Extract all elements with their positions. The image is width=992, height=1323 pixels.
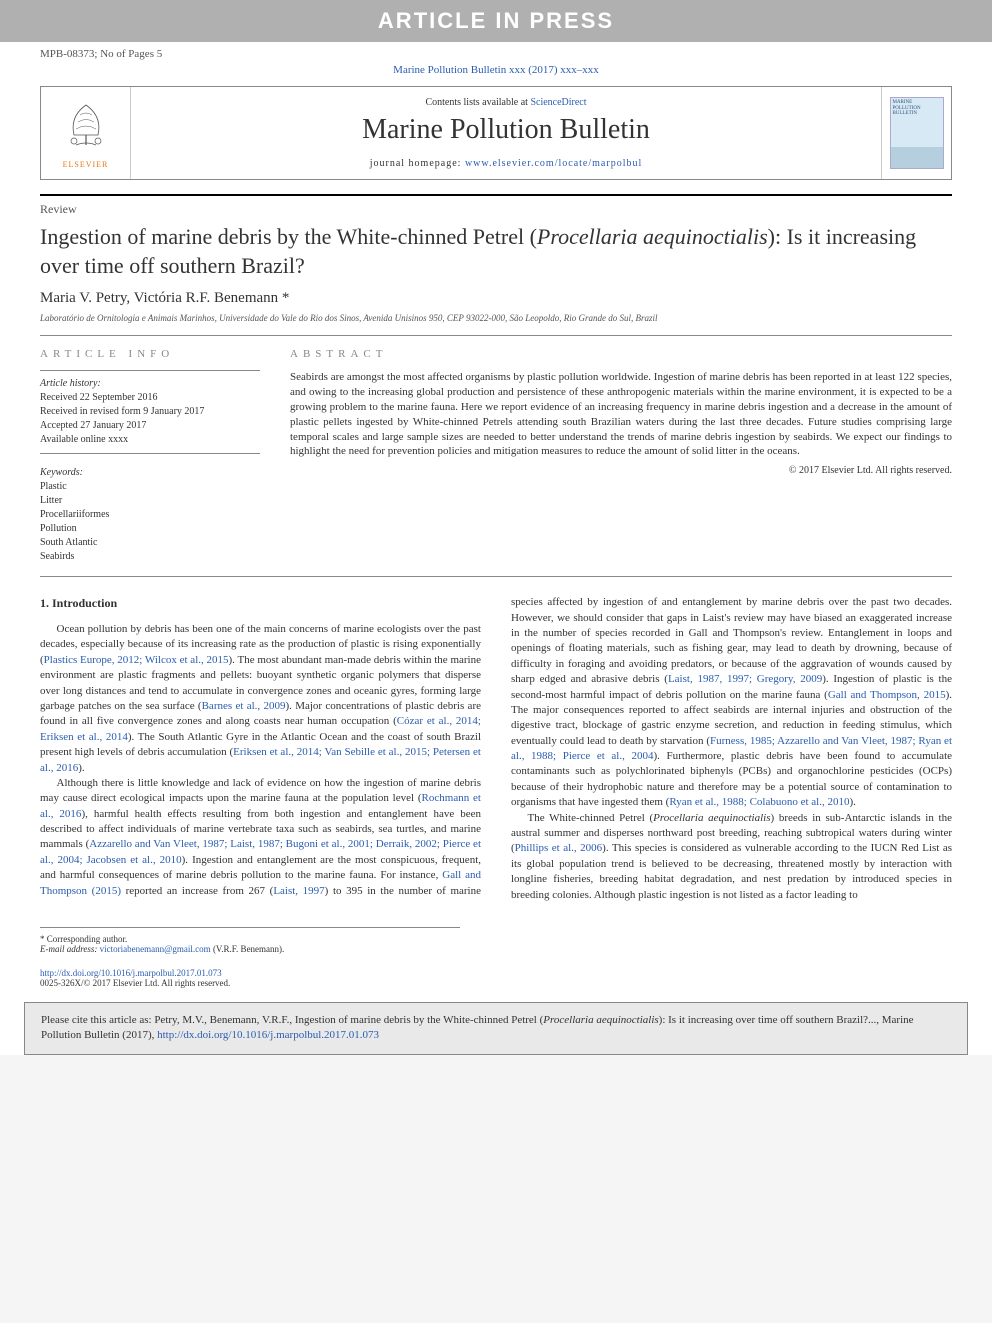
body-paragraph: The White-chinned Petrel (Procellaria ae…	[511, 811, 952, 903]
abstract-text: Seabirds are amongst the most affected o…	[290, 370, 952, 459]
journal-center: Contents lists available at ScienceDirec…	[131, 87, 881, 179]
journal-homepage: journal homepage: www.elsevier.com/locat…	[141, 158, 871, 169]
title-species: Procellaria aequinoctialis	[537, 224, 768, 249]
issn-line: 0025-326X/© 2017 Elsevier Ltd. All right…	[40, 978, 952, 988]
info-abstract-row: article info Article history: Received 2…	[0, 336, 992, 564]
contents-line: Contents lists available at ScienceDirec…	[141, 97, 871, 108]
citation-pre: Please cite this article as: Petry, M.V.…	[41, 1014, 543, 1026]
keyword-item: Plastic	[40, 480, 260, 494]
body-text: The White-chinned Petrel (	[528, 812, 654, 824]
keyword-item: South Atlantic	[40, 536, 260, 550]
article-info-column: article info Article history: Received 2…	[40, 348, 260, 564]
page-container: ARTICLE IN PRESS MPB-08373; No of Pages …	[0, 0, 992, 1055]
keyword-item: Pollution	[40, 522, 260, 536]
history-accepted: Accepted 27 January 2017	[40, 419, 260, 433]
journal-ref-link[interactable]: Marine Pollution Bulletin xxx (2017) xxx…	[393, 64, 599, 76]
journal-cover: MARINE POLLUTION BULLETIN	[881, 87, 951, 179]
body-text: ).	[849, 796, 855, 808]
body-text: Although there is little knowledge and l…	[40, 777, 481, 804]
title-divider	[40, 194, 952, 196]
citation-link[interactable]: Plastics Europe, 2012; Wilcox et al., 20…	[44, 654, 229, 666]
footnote-block: * Corresponding author. E-mail address: …	[40, 927, 460, 954]
info-rule-1	[40, 370, 260, 371]
article-title: Ingestion of marine debris by the White-…	[0, 217, 992, 290]
email-label: E-mail address:	[40, 944, 100, 954]
body-text: ).	[78, 762, 84, 774]
species-name: Procellaria aequinoctialis	[653, 812, 770, 824]
history-revised: Received in revised form 9 January 2017	[40, 405, 260, 419]
cover-thumbnail: MARINE POLLUTION BULLETIN	[890, 97, 944, 169]
doi-block: http://dx.doi.org/10.1016/j.marpolbul.20…	[0, 954, 992, 992]
homepage-label: journal homepage:	[370, 158, 465, 169]
journal-title: Marine Pollution Bulletin	[141, 114, 871, 146]
keyword-item: Procellariiformes	[40, 508, 260, 522]
manuscript-id: MPB-08373; No of Pages 5	[40, 48, 162, 60]
abstract-copyright: © 2017 Elsevier Ltd. All rights reserved…	[290, 465, 952, 476]
journal-reference: Marine Pollution Bulletin xxx (2017) xxx…	[0, 64, 992, 76]
citation-link[interactable]: Gall and Thompson, 2015	[828, 689, 946, 701]
keywords-block: Keywords: Plastic Litter Procellariiform…	[40, 466, 260, 564]
citation-link[interactable]: Laist, 1997	[273, 885, 324, 897]
history-online: Available online xxxx	[40, 433, 260, 447]
citation-link[interactable]: Laist, 1987, 1997; Gregory, 2009	[668, 673, 822, 685]
body-paragraph: Ocean pollution by debris has been one o…	[40, 622, 481, 776]
citation-species: Procellaria aequinoctialis	[543, 1014, 658, 1026]
sciencedirect-link[interactable]: ScienceDirect	[530, 97, 586, 108]
publisher-logo: ELSEVIER	[41, 87, 131, 179]
citation-doi-link[interactable]: http://dx.doi.org/10.1016/j.marpolbul.20…	[157, 1029, 379, 1041]
info-rule-2	[40, 453, 260, 454]
body-text: reported an increase from 267 (	[126, 885, 274, 897]
doi-link[interactable]: http://dx.doi.org/10.1016/j.marpolbul.20…	[40, 968, 222, 978]
homepage-link[interactable]: www.elsevier.com/locate/marpolbul	[465, 158, 642, 169]
email-link[interactable]: victoriabenemann@gmail.com	[100, 944, 211, 954]
corresponding-author: * Corresponding author.	[40, 934, 460, 944]
publisher-name: ELSEVIER	[63, 160, 109, 169]
contents-text: Contents lists available at	[425, 97, 530, 108]
abstract-heading: abstract	[290, 348, 952, 360]
history-received: Received 22 September 2016	[40, 391, 260, 405]
citation-link[interactable]: Ryan et al., 1988; Colabuono et al., 201…	[669, 796, 849, 808]
article-in-press-banner: ARTICLE IN PRESS	[0, 0, 992, 42]
intro-heading: 1. Introduction	[40, 595, 481, 612]
elsevier-tree-icon	[56, 97, 116, 157]
info-heading: article info	[40, 348, 260, 360]
citation-link[interactable]: Barnes et al., 2009	[202, 700, 286, 712]
abstract-column: abstract Seabirds are amongst the most a…	[290, 348, 952, 564]
journal-header-box: ELSEVIER Contents lists available at Sci…	[40, 86, 952, 180]
article-history: Article history: Received 22 September 2…	[40, 377, 260, 447]
keyword-item: Seabirds	[40, 550, 260, 564]
email-line: E-mail address: victoriabenemann@gmail.c…	[40, 944, 460, 954]
citation-box: Please cite this article as: Petry, M.V.…	[24, 1002, 968, 1055]
keyword-item: Litter	[40, 494, 260, 508]
header-row: MPB-08373; No of Pages 5	[0, 42, 992, 60]
title-pre: Ingestion of marine debris by the White-…	[40, 224, 537, 249]
email-post: (V.R.F. Benemann).	[211, 944, 285, 954]
history-label: Article history:	[40, 377, 260, 391]
keywords-label: Keywords:	[40, 466, 260, 480]
citation-link[interactable]: Phillips et al., 2006	[515, 842, 603, 854]
authors: Maria V. Petry, Victória R.F. Benemann *	[0, 290, 992, 313]
article-type: Review	[0, 202, 992, 217]
affiliation: Laboratório de Ornitologia e Animais Mar…	[0, 313, 992, 335]
body-columns: 1. Introduction Ocean pollution by debri…	[0, 577, 992, 913]
